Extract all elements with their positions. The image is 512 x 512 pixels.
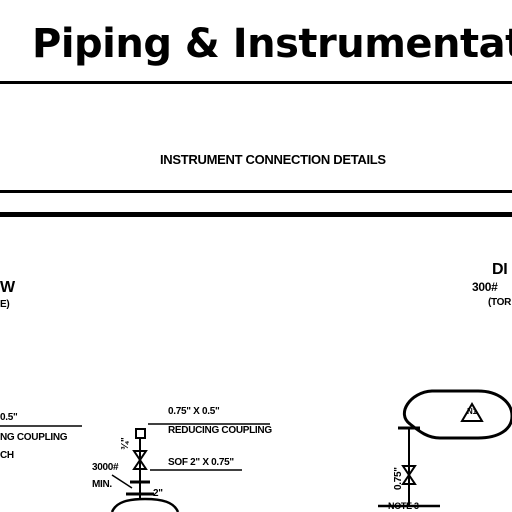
right-detail-heading: DI bbox=[492, 261, 508, 278]
instrument-warning-symbol bbox=[460, 402, 484, 422]
section-divider-top bbox=[0, 190, 512, 193]
reducer-size-label: 0.75" X 0.5" bbox=[168, 406, 220, 417]
flange-size-label: SOF 2" X 0.75" bbox=[168, 457, 234, 468]
rating-label: 3000# bbox=[92, 462, 119, 473]
vessel-outline bbox=[110, 497, 180, 512]
left-size-label: 0.5" bbox=[0, 412, 18, 423]
reducing-coupling-label: REDUCING COUPLING bbox=[168, 425, 272, 436]
valve-body-bottom bbox=[132, 458, 148, 470]
left-detail-heading: W bbox=[0, 279, 15, 296]
section-divider-bottom bbox=[0, 212, 512, 217]
rating-min-label: MIN. bbox=[92, 479, 112, 490]
page-title: Piping & Instrumentati bbox=[32, 21, 512, 67]
left-detail-subheading: E) bbox=[0, 299, 10, 310]
rating-leader-line bbox=[111, 474, 133, 489]
right-detail-subheading: (TOR bbox=[488, 297, 512, 308]
right-valve-bottom bbox=[401, 473, 417, 485]
section-heading: INSTRUMENT CONNECTION DETAILS bbox=[160, 152, 386, 167]
nozzle-size-label: 2" bbox=[153, 488, 163, 499]
right-valve-top bbox=[401, 465, 417, 477]
title-underline bbox=[0, 81, 512, 84]
valve-body-top bbox=[132, 450, 148, 462]
instrument-tag: N1 bbox=[467, 407, 477, 416]
left-coupling-label: NG COUPLING bbox=[0, 432, 68, 443]
reducing-coupling-symbol bbox=[135, 428, 146, 439]
left-sch-label: CH bbox=[0, 450, 14, 461]
instrument-balloon bbox=[403, 389, 512, 440]
right-rating-label: 300# bbox=[472, 280, 498, 294]
